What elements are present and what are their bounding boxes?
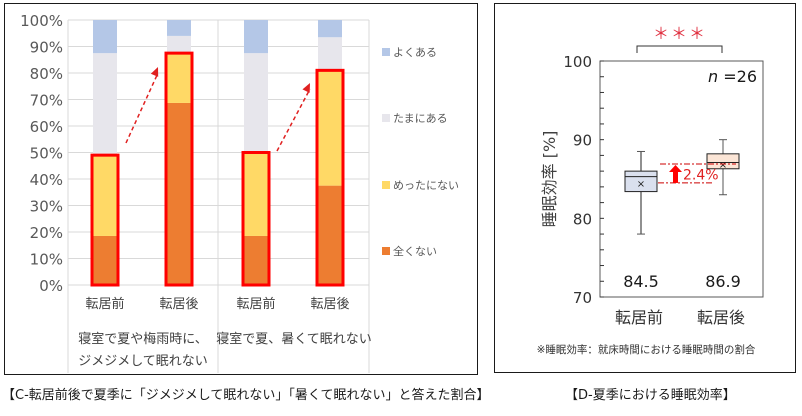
y-tick-label: 90	[573, 132, 592, 150]
y-tick-label: 60%	[30, 118, 63, 136]
legend-label: めったにない	[393, 179, 459, 192]
y-tick-label: 40%	[30, 171, 63, 189]
y-tick-label: 20%	[30, 224, 63, 242]
y-tick-label: 100	[563, 53, 592, 71]
dashed-arrow	[276, 88, 311, 152]
bar-segment	[167, 53, 191, 103]
y-tick-label: 100%	[20, 12, 63, 30]
x-category-label: 転居後	[697, 308, 745, 327]
bar-segment	[93, 20, 117, 54]
bar-segment	[93, 53, 117, 156]
mean-value-label: 84.5	[623, 272, 659, 291]
y-tick-label: 0%	[39, 277, 63, 295]
y-tick-label: 70%	[30, 92, 63, 110]
difference-label: 2.4%	[683, 167, 719, 183]
arrow-head-icon	[302, 83, 310, 93]
highlight-box	[315, 68, 345, 287]
group-label: 寝室で夏や梅雨時に、	[78, 331, 208, 347]
bar-segment	[167, 20, 191, 36]
highlight-box	[164, 51, 194, 287]
bar-segment	[93, 235, 117, 285]
legend-swatch	[382, 48, 390, 56]
legend-label: よくある	[393, 46, 437, 59]
plot-frame	[599, 60, 764, 298]
y-tick-label: 80%	[30, 65, 63, 83]
legend-label: たまにある	[393, 112, 448, 125]
y-tick-label: 70	[573, 289, 592, 307]
mean-marker-icon: ×	[719, 160, 727, 171]
bar-segment	[244, 53, 268, 153]
arrow-head-icon	[150, 67, 159, 77]
highlight-box	[241, 151, 271, 287]
y-tick-label: 50%	[30, 145, 63, 163]
mean-marker-icon: ×	[637, 179, 645, 190]
chart-c-caption: 【C-転居前後で夏季に「ジメジメして眠れない」「暑くて眠れない」と答えた割合】	[2, 388, 490, 403]
significance-stars: ＊＊＊	[653, 24, 707, 43]
box-plot-item: ×	[706, 139, 740, 196]
mean-value-label: 86.9	[705, 272, 741, 291]
legend-swatch	[382, 181, 390, 189]
bar-segment	[318, 37, 342, 71]
stacked-bar-chart: 0% 10% 20% 30% 40% 50% 60% 70% 80% 90% 100% 転居前 転居後 転…	[20, 12, 459, 373]
sample-size-label: n =26	[708, 67, 757, 86]
y-axis-label: 睡眠効率 [%]	[540, 131, 559, 228]
stacked-bar	[90, 20, 120, 287]
bar-segment	[93, 155, 117, 236]
chart-d-caption: 【D-夏季における睡眠効率】	[565, 388, 736, 403]
bar-segment	[167, 35, 191, 54]
x-category-label: 転居後	[310, 297, 349, 312]
x-category-label: 転居前	[615, 308, 663, 327]
group-label: 寝室で夏、暑くて眠れない	[216, 331, 372, 347]
highlight-box	[90, 153, 120, 287]
y-tick-label: 80	[573, 210, 592, 228]
bar-segment	[244, 235, 268, 285]
bar-segment	[244, 152, 268, 236]
bar-segment	[167, 102, 191, 285]
bar-segment	[318, 20, 342, 38]
box	[706, 153, 740, 170]
x-category-label: 転居前	[236, 296, 275, 312]
up-arrow-icon	[669, 165, 682, 173]
x-category-label: 転居後	[159, 297, 198, 312]
y-tick-label: 10%	[30, 251, 63, 269]
y-tick-label: 30%	[30, 198, 63, 216]
dashed-arrow	[125, 72, 159, 144]
footnote: ※睡眠効率：就床時間における睡眠時間の割合	[537, 343, 756, 356]
bar-segment	[244, 20, 268, 54]
box-plot-item: ×	[624, 150, 658, 235]
stacked-bar	[315, 20, 345, 287]
bar-segment	[318, 70, 342, 186]
x-category-label: 転居前	[85, 296, 124, 312]
y-tick-label: 90%	[30, 39, 63, 57]
stacked-bar-chart-panel: 0% 10% 20% 30% 40% 50% 60% 70% 80% 90% 100% 転居前 転居後 転…	[4, 3, 478, 375]
box-plot-chart: 70 80 90 100 睡眠効率 [%] × 84.5 転居前 × 86.9 転居後 2.4% ＊＊＊…	[537, 24, 764, 356]
legend-swatch	[382, 247, 390, 255]
stacked-bar	[241, 20, 271, 287]
box-plot-panel: 70 80 90 100 睡眠効率 [%] × 84.5 転居前 × 86.9 転居後 2.4% ＊＊＊…	[494, 3, 796, 373]
group-label: ジメジメして眠れない	[78, 354, 208, 369]
significance-bracket	[636, 45, 723, 53]
legend-label: 全くない	[393, 244, 437, 258]
legend-swatch	[382, 114, 390, 122]
arrow-shaft	[673, 170, 678, 183]
bar-segment	[318, 185, 342, 285]
stacked-bar	[164, 20, 194, 287]
